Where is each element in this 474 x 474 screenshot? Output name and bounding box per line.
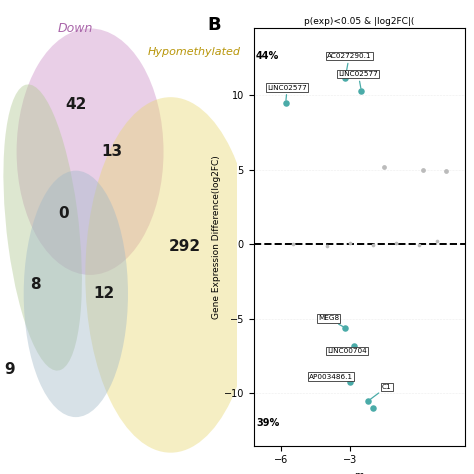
Point bbox=[323, 242, 331, 250]
Text: 39%: 39% bbox=[256, 418, 279, 428]
Ellipse shape bbox=[17, 28, 164, 275]
Text: Hypomethylated: Hypomethylated bbox=[148, 47, 241, 57]
Text: Down: Down bbox=[58, 22, 93, 35]
Ellipse shape bbox=[3, 84, 82, 371]
Ellipse shape bbox=[24, 171, 128, 417]
Text: 0: 0 bbox=[59, 206, 69, 221]
Point bbox=[381, 163, 388, 171]
Point bbox=[365, 397, 372, 405]
Title: p(exp)<0.05 & |log2FC|(: p(exp)<0.05 & |log2FC|( bbox=[304, 17, 414, 26]
Y-axis label: Gene Expression Difference(log2FC): Gene Expression Difference(log2FC) bbox=[212, 155, 221, 319]
Text: LINC02577: LINC02577 bbox=[338, 71, 378, 88]
Point bbox=[442, 168, 450, 175]
Text: AP003486.1: AP003486.1 bbox=[309, 374, 353, 382]
Text: 8: 8 bbox=[30, 277, 41, 292]
Text: 42: 42 bbox=[65, 97, 87, 112]
Text: B: B bbox=[207, 16, 221, 34]
Point bbox=[357, 87, 365, 95]
Ellipse shape bbox=[85, 97, 256, 453]
Point bbox=[282, 99, 290, 107]
Text: 292: 292 bbox=[169, 239, 201, 254]
Text: 44%: 44% bbox=[256, 51, 279, 61]
Point bbox=[346, 378, 354, 385]
Point bbox=[419, 166, 427, 174]
Text: 9: 9 bbox=[4, 362, 15, 377]
Point bbox=[341, 324, 349, 332]
X-axis label: m: m bbox=[354, 471, 364, 474]
Point bbox=[289, 240, 296, 247]
Point bbox=[392, 239, 400, 247]
Point bbox=[369, 404, 377, 412]
Point bbox=[433, 237, 441, 245]
Point bbox=[369, 241, 377, 249]
Text: LINC02577: LINC02577 bbox=[267, 84, 307, 100]
Text: LINC00704: LINC00704 bbox=[327, 346, 367, 354]
Text: MEG8: MEG8 bbox=[318, 315, 343, 327]
Point bbox=[415, 241, 422, 249]
Text: AC027290.1: AC027290.1 bbox=[327, 53, 372, 75]
Point bbox=[346, 239, 354, 247]
Text: C1: C1 bbox=[371, 384, 392, 399]
Text: 13: 13 bbox=[101, 144, 122, 159]
Text: 12: 12 bbox=[94, 286, 115, 301]
Point bbox=[341, 74, 349, 82]
Point bbox=[351, 342, 358, 349]
